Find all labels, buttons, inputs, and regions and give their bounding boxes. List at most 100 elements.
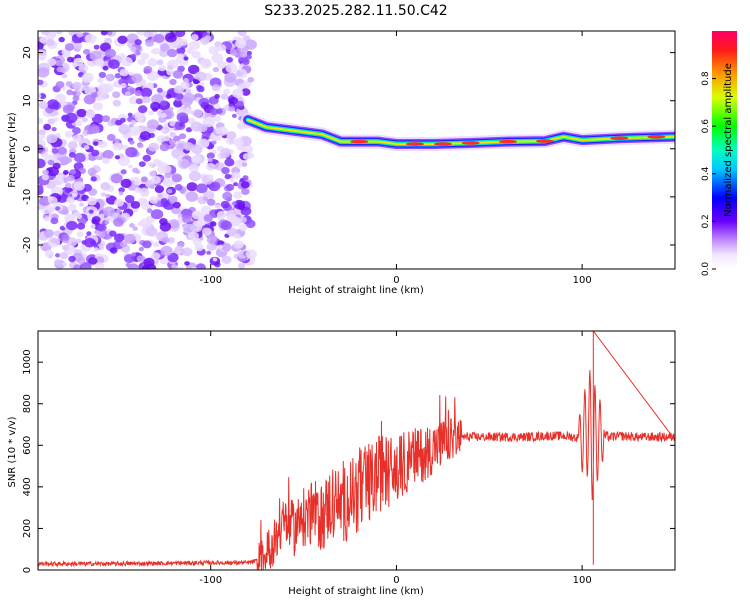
noise-blob: [39, 93, 47, 100]
noise-blob: [213, 103, 221, 109]
noise-blob: [231, 201, 237, 206]
noise-blob: [118, 124, 131, 135]
y-tick-label: 0: [22, 567, 33, 573]
noise-blob: [188, 231, 199, 241]
noise-blob: [233, 199, 245, 210]
noise-blob: [211, 140, 217, 145]
signal-track-layer-5: [246, 118, 675, 145]
noise-blob: [127, 112, 133, 117]
noise-blob: [65, 112, 78, 124]
noise-blob: [140, 176, 148, 183]
noise-blob: [173, 135, 181, 142]
noise-blob: [47, 99, 59, 110]
noise-blob: [105, 48, 116, 58]
noise-blob: [63, 170, 69, 175]
noise-blob: [206, 163, 216, 171]
signal-peak: [536, 139, 554, 143]
noise-blob: [183, 56, 189, 61]
noise-blob: [60, 157, 67, 163]
noise-blob: [148, 162, 155, 168]
noise-blob: [86, 197, 97, 206]
noise-blob: [163, 135, 171, 142]
noise-blob: [53, 176, 65, 186]
noise-blob: [200, 205, 212, 215]
noise-blob: [235, 68, 248, 79]
noise-blob: [110, 173, 123, 184]
noise-blob: [119, 68, 129, 77]
noise-blob: [129, 126, 141, 136]
noise-blob: [143, 31, 152, 38]
noise-blob: [188, 171, 202, 182]
noise-blob: [47, 159, 55, 166]
noise-blob: [169, 131, 176, 138]
noise-blob: [167, 237, 175, 244]
noise-blob: [115, 119, 122, 126]
x-tick-label: 0: [393, 575, 399, 586]
noise-blob: [147, 58, 158, 67]
noise-blob: [234, 159, 245, 168]
noise-blob: [130, 201, 141, 209]
colorbar-tick-label: 0.8: [701, 71, 711, 86]
noise-blob: [73, 57, 84, 67]
noise-blob: [165, 32, 177, 43]
noise-blob: [118, 191, 124, 196]
snr-series-line: [38, 331, 675, 570]
noise-blob: [225, 183, 235, 191]
noise-blob: [46, 58, 57, 66]
noise-blob: [88, 257, 98, 265]
noise-blob: [222, 191, 233, 201]
noise-blob: [220, 220, 232, 231]
figure-title: S233.2025.282.11.50.C42: [264, 3, 447, 19]
noise-blob: [242, 175, 249, 181]
noise-blob: [167, 252, 179, 263]
noise-blob: [245, 219, 256, 229]
noise-blob: [139, 131, 151, 141]
noise-blob: [229, 177, 235, 182]
noise-blob: [206, 242, 217, 251]
noise-blob: [216, 211, 227, 219]
noise-blob: [210, 108, 219, 116]
noise-blob: [114, 198, 124, 207]
noise-blob: [72, 95, 80, 102]
noise-blob: [142, 240, 152, 249]
noise-blob: [229, 49, 238, 56]
noise-blob: [38, 93, 42, 99]
noise-blob: [146, 70, 160, 81]
noise-blob: [220, 93, 229, 100]
noise-blob: [150, 209, 164, 220]
noise-blob: [171, 173, 183, 183]
noise-blob: [177, 159, 190, 170]
noise-blob: [129, 223, 135, 228]
signal-peak: [350, 139, 369, 144]
noise-blob: [73, 152, 86, 163]
noise-blob: [116, 209, 122, 214]
colorbar-tick-label: 0.0: [701, 262, 711, 277]
noise-blob: [81, 194, 89, 202]
noise-blob: [67, 141, 78, 150]
noise-blob: [66, 196, 75, 204]
y-tick-label: 20: [22, 46, 33, 59]
noise-blob: [61, 234, 70, 241]
noise-blob: [167, 65, 174, 71]
noise-blob: [179, 38, 188, 46]
noise-blob: [102, 65, 109, 71]
noise-blob: [160, 100, 168, 107]
noise-blob: [106, 133, 116, 142]
noise-blob: [50, 217, 59, 225]
noise-blob: [45, 38, 55, 47]
noise-blob: [203, 35, 211, 42]
noise-blob: [53, 259, 62, 266]
signal-peak: [647, 135, 666, 139]
noise-blob: [57, 146, 67, 155]
noise-blob: [148, 142, 160, 152]
noise-blob: [191, 210, 203, 220]
noise-blob: [56, 66, 64, 73]
noise-blob: [81, 117, 88, 123]
noise-blob: [173, 201, 181, 209]
noise-blob: [177, 213, 183, 218]
noise-blob: [171, 264, 178, 269]
noise-blob: [124, 195, 135, 203]
noise-blob: [241, 162, 248, 167]
noise-blob: [40, 31, 50, 36]
noise-blob: [218, 244, 223, 249]
